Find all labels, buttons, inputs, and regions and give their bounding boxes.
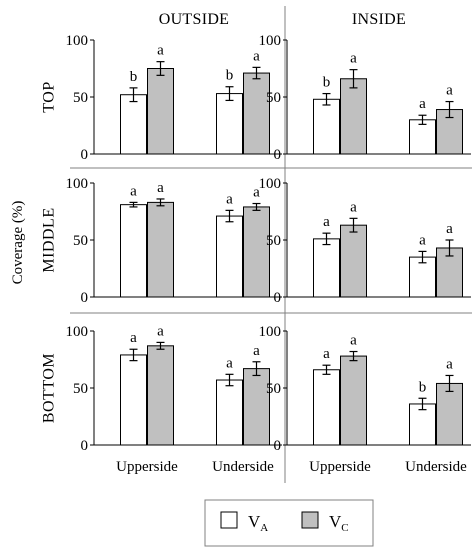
significance-letter: a [446, 356, 453, 372]
row-label-middle: MIDDLE [41, 207, 58, 272]
column-header-inside: INSIDE [352, 11, 406, 28]
bar-vc [147, 68, 174, 155]
bar-va [120, 204, 147, 298]
y-tick-label: 0 [81, 438, 89, 454]
y-tick-label: 0 [81, 290, 89, 306]
significance-letter: a [446, 221, 453, 237]
significance-letter: a [226, 355, 233, 371]
y-tick-label: 100 [259, 33, 282, 49]
significance-letter: a [350, 333, 357, 349]
legend-subscript: A [260, 522, 268, 534]
significance-letter: b [419, 379, 427, 395]
significance-letter: a [419, 232, 426, 248]
significance-letter: a [157, 180, 164, 196]
bar-vc [340, 355, 367, 446]
y-tick-label: 0 [274, 290, 282, 306]
y-tick-label: 0 [274, 438, 282, 454]
bar-va [216, 215, 243, 298]
bar-vc [243, 72, 270, 155]
y-tick-label: 100 [66, 176, 89, 192]
bar-va [313, 369, 340, 446]
legend-label: VA [248, 512, 268, 534]
significance-letter: b [226, 68, 234, 84]
significance-letter: a [253, 185, 260, 201]
bar-vc [340, 78, 367, 155]
significance-letter: a [350, 51, 357, 67]
significance-letter: a [323, 346, 330, 362]
y-tick-label: 100 [259, 176, 282, 192]
y-tick-label: 50 [73, 233, 88, 249]
y-tick-label: 100 [259, 324, 282, 340]
x-category-label: Underside [405, 459, 467, 475]
bar-va [313, 98, 340, 155]
legend-subscript: C [341, 522, 348, 534]
row-label-bottom: BOTTOM [41, 353, 58, 423]
significance-letter: a [350, 199, 357, 215]
bar-va [120, 94, 147, 155]
bar-va [216, 379, 243, 446]
bar-vc [243, 368, 270, 446]
y-tick-label: 50 [266, 90, 281, 106]
y-axis-title: Coverage (%) [10, 201, 26, 285]
significance-letter: a [446, 83, 453, 99]
bar-vc [243, 206, 270, 298]
row-label-top: TOP [41, 81, 58, 112]
y-tick-label: 0 [81, 147, 89, 163]
y-tick-label: 100 [66, 324, 89, 340]
significance-letter: a [253, 343, 260, 359]
x-category-label: Upperside [309, 459, 371, 475]
y-tick-label: 100 [66, 33, 89, 49]
bar-vc [436, 382, 463, 446]
y-tick-label: 50 [266, 381, 281, 397]
bar-va [409, 119, 436, 155]
legend-label: VC [329, 512, 349, 534]
significance-letter: b [130, 69, 138, 85]
bar-vc [340, 224, 367, 298]
significance-letter: a [323, 214, 330, 230]
significance-letter: a [419, 96, 426, 112]
significance-letter: a [130, 183, 137, 199]
legend-swatch-va [220, 511, 238, 529]
y-tick-label: 50 [73, 381, 88, 397]
significance-letter: a [157, 323, 164, 339]
x-category-label: Upperside [116, 459, 178, 475]
bar-vc [147, 201, 174, 298]
legend-symbol: V [248, 512, 261, 531]
bar-vc [147, 345, 174, 446]
column-header-outside: OUTSIDE [159, 11, 230, 28]
bar-va [120, 354, 147, 446]
significance-letter: b [323, 75, 331, 91]
x-category-label: Underside [212, 459, 274, 475]
bar-va [313, 238, 340, 298]
legend-symbol: V [329, 512, 342, 531]
bar-va [409, 256, 436, 298]
legend-swatch-vc [301, 511, 319, 529]
significance-letter: a [226, 191, 233, 207]
bar-va [216, 93, 243, 155]
significance-letter: a [130, 330, 137, 346]
y-tick-label: 50 [266, 233, 281, 249]
y-tick-label: 50 [73, 90, 88, 106]
bar-va [409, 403, 436, 446]
y-tick-label: 0 [274, 147, 282, 163]
legend: VA VC [204, 499, 374, 547]
significance-letter: a [253, 48, 260, 64]
significance-letter: a [157, 43, 164, 59]
